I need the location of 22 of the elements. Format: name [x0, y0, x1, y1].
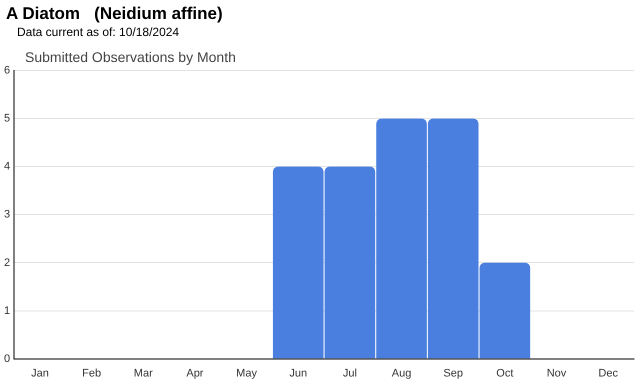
y-tick-label: 2	[4, 256, 10, 269]
x-tick-label: Oct	[496, 367, 514, 380]
text: Submitted Observations by Month	[25, 49, 236, 65]
x-tick-label: Jan	[31, 367, 49, 380]
x-tick-label: Aug	[392, 367, 412, 380]
y-tick-label: 3	[4, 208, 10, 221]
y-tick-label: 0	[4, 352, 10, 365]
x-tick-label: Feb	[82, 367, 102, 380]
x-tick-label: Jun	[289, 367, 308, 380]
x-tick-label: Sep	[443, 367, 463, 380]
x-tick-label: Mar	[134, 367, 154, 380]
x-tick-label: Apr	[186, 367, 204, 380]
y-tick-label: 6	[4, 64, 10, 77]
x-tick-label: May	[236, 367, 258, 380]
chart-subtitle: Data current as of: 10/18/2024	[17, 25, 180, 39]
y-tick-label: 1	[4, 304, 10, 317]
chart-title: A Diatom (Neidium affine)	[6, 4, 223, 24]
x-tick-label: Jul	[342, 367, 357, 380]
y-tick-label: 5	[4, 112, 10, 125]
y-tick-label: 4	[4, 160, 10, 173]
x-tick-label: Nov	[546, 367, 567, 380]
x-tick-label: Dec	[598, 367, 618, 380]
